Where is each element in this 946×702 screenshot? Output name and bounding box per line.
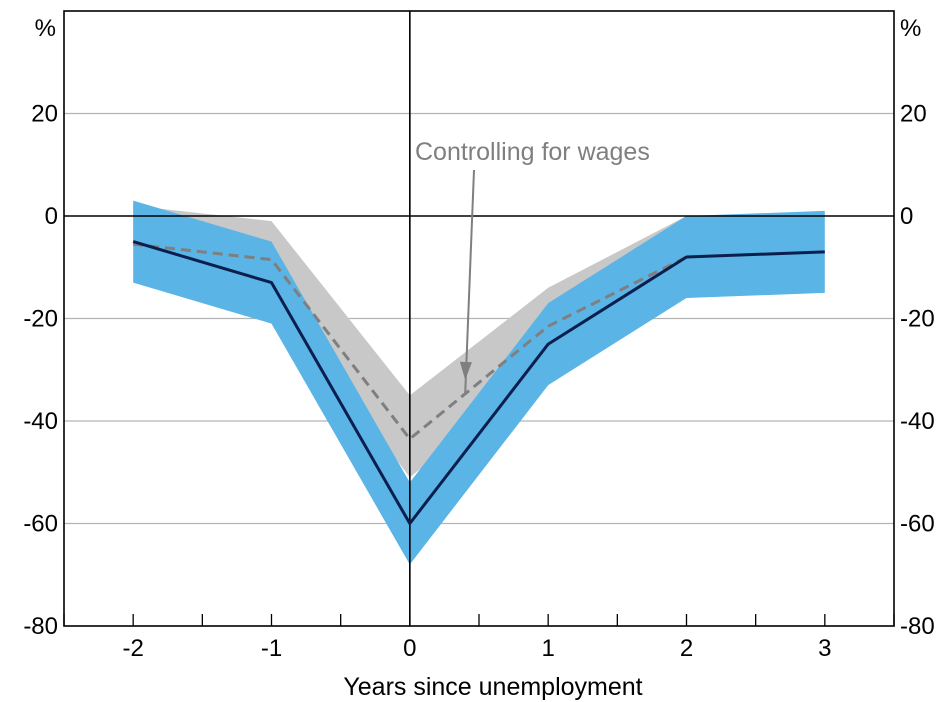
y-tick-label-left: -20 [23, 306, 58, 333]
y-unit-label-right: % [900, 15, 921, 42]
y-tick-label-right: 20 [900, 101, 927, 128]
y-tick-label-right: -40 [900, 408, 935, 435]
annotation-arrow-head [459, 361, 472, 380]
y-tick-label-right: -80 [900, 613, 935, 640]
annotation-arrow-line [464, 169, 475, 395]
y-tick-label-right: -20 [900, 306, 935, 333]
x-tick-label: -2 [122, 635, 143, 662]
x-tick-label: -1 [261, 635, 282, 662]
x-tick-label: 3 [818, 635, 831, 662]
y-tick-label-left: -80 [23, 613, 58, 640]
annotations: Controlling for wages [415, 138, 650, 395]
y-tick-label-left: -60 [23, 511, 58, 538]
x-tick-label: 0 [403, 635, 416, 662]
x-tick-label: 2 [680, 635, 693, 662]
series-lines [132, 240, 825, 525]
x-tick-label: 1 [541, 635, 554, 662]
y-tick-label-left: 0 [45, 203, 58, 230]
y-tick-label-right: 0 [900, 203, 913, 230]
y-tick-label-left: -40 [23, 408, 58, 435]
y-tick-label-right: -60 [900, 511, 935, 538]
confidence-bands [133, 200, 825, 565]
axis-labels: 20 20 0 0 -20 -20 -40 -40 -60 -60 -80 -80% % -2 -1 0 1 2 3… [23, 15, 934, 701]
confidence-band-baseline [133, 200, 825, 565]
series-line-baseline [132, 240, 825, 525]
y-unit-label-left: % [35, 15, 56, 42]
series-line-controlling-for-wages [133, 242, 688, 441]
x-axis-label: Years since unemployment [343, 673, 642, 701]
y-tick-label-left: 20 [31, 101, 58, 128]
annotation-label: Controlling for wages [415, 138, 650, 166]
